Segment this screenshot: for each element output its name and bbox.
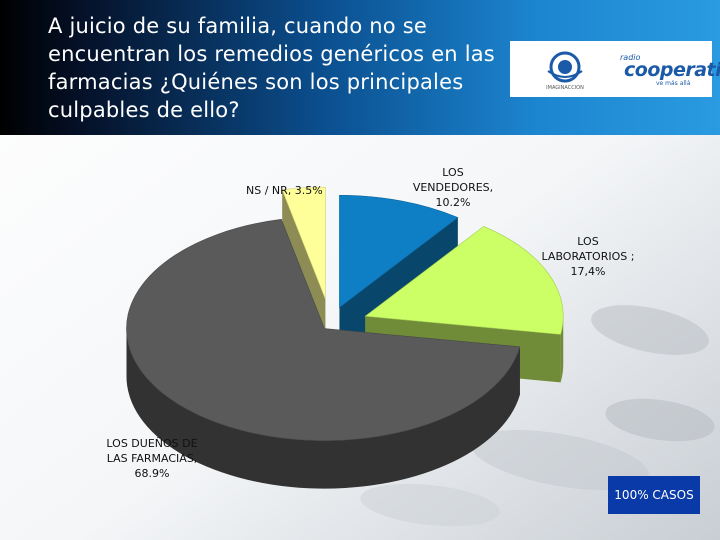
cooperativa-logo: cooperativa <box>624 59 720 81</box>
cooperativa-logo-tagline: ve más allá <box>656 80 691 87</box>
slice-label-duenos-text: LOS DUEÑOS DE LAS FARMACIAS, 68.9% <box>106 437 198 480</box>
slice-los-due-os-de-las-farmacias <box>126 218 521 441</box>
imaginaccion-logo-text: IMAGINACCION <box>546 85 584 91</box>
sample-size-badge: 100% CASOS <box>608 476 700 514</box>
slice-los-vendedores <box>339 195 459 308</box>
logos-panel: IMAGINACCION radio cooperativa ve más al… <box>510 41 720 97</box>
header-banner: A juicio de su familia, cuando no se enc… <box>0 0 720 135</box>
slice-side-los-due-os-de-las-farmacias <box>126 328 520 489</box>
slice-label-duenos: LOS DUEÑOS DE LAS FARMACIAS, 68.9% <box>100 436 204 481</box>
cooperativa-logo-radio: radio <box>620 53 641 62</box>
slice-label-vendedores-text: LOS VENDEDORES, 10.2% <box>412 166 494 209</box>
slice-label-ns-nr: NS / NR, 3.5% <box>246 184 323 197</box>
slice-ns-nr <box>281 186 326 300</box>
page-title: A juicio de su familia, cuando no se enc… <box>48 14 495 122</box>
slice-label-vendedores: LOS VENDEDORES, 10.2% <box>408 165 498 210</box>
slice-label-laboratorios: LOS LABORATORIOS ; 17,4% <box>540 234 636 279</box>
slice-label-laboratorios-text: LOS LABORATORIOS ; 17,4% <box>541 235 635 278</box>
imaginaccion-logo-icon <box>547 51 583 83</box>
slice-los-laboratorios <box>364 226 564 335</box>
